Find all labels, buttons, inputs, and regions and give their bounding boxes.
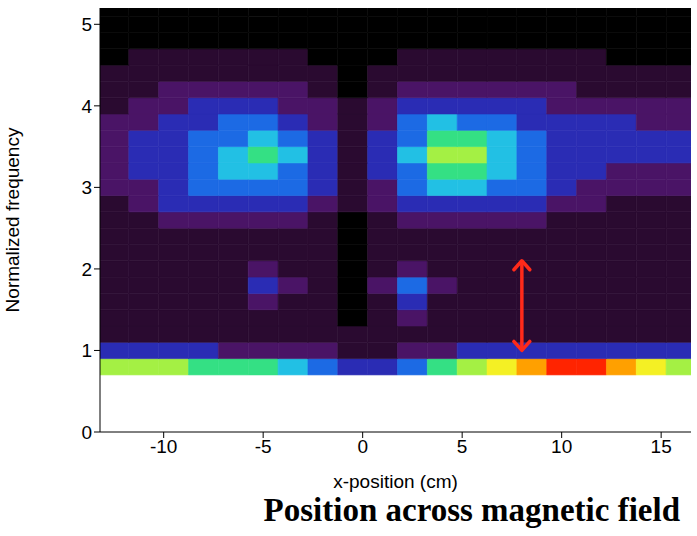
svg-text:1: 1 <box>81 340 92 361</box>
svg-text:2: 2 <box>81 259 92 280</box>
svg-text:10: 10 <box>551 436 572 457</box>
html-text:Position across magnetic field: Position across magnetic field <box>263 492 680 528</box>
svg-text:-5: -5 <box>255 436 272 457</box>
svg-text:4: 4 <box>81 96 92 117</box>
svg-text:x-position (cm): x-position (cm) <box>333 471 458 492</box>
svg-text:-10: -10 <box>150 436 177 457</box>
svg-text:0: 0 <box>81 422 92 443</box>
svg-text:Normalized frequency: Normalized frequency <box>2 127 23 312</box>
svg-text:3: 3 <box>81 177 92 198</box>
svg-text:0: 0 <box>357 436 368 457</box>
svg-text:15: 15 <box>651 436 672 457</box>
svg-text:5: 5 <box>81 14 92 35</box>
svg-text:5: 5 <box>457 436 468 457</box>
